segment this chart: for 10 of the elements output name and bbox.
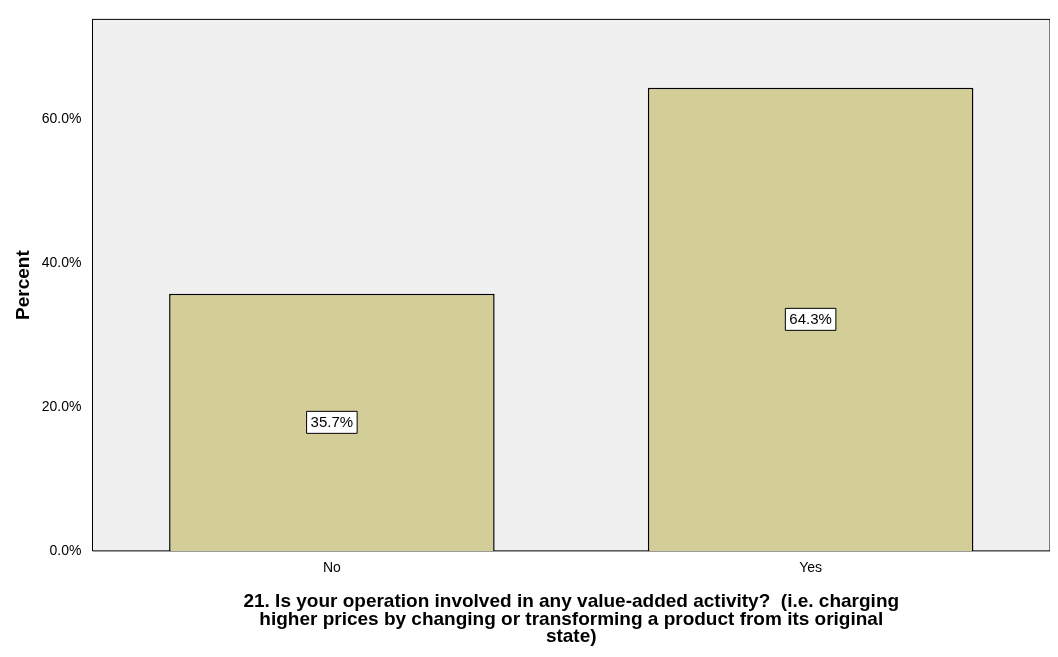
y-tick-label: 0.0% <box>49 541 82 558</box>
data-label: 35.7% <box>310 413 354 431</box>
y-tick-label: 40.0% <box>41 253 82 270</box>
y-tick-label: 60.0% <box>41 109 82 126</box>
y-tick-label: 20.0% <box>41 397 82 414</box>
x-tick-label: Yes <box>799 559 823 576</box>
y-axis-title: Percent <box>11 249 33 320</box>
x-tick-label: No <box>322 559 342 576</box>
x-axis-title: 21. Is your operation involved in any value-added activity? (i.e. charging higher prices by changing or transforming a product from its original state) <box>243 590 900 646</box>
data-label: 64.3% <box>789 310 832 328</box>
